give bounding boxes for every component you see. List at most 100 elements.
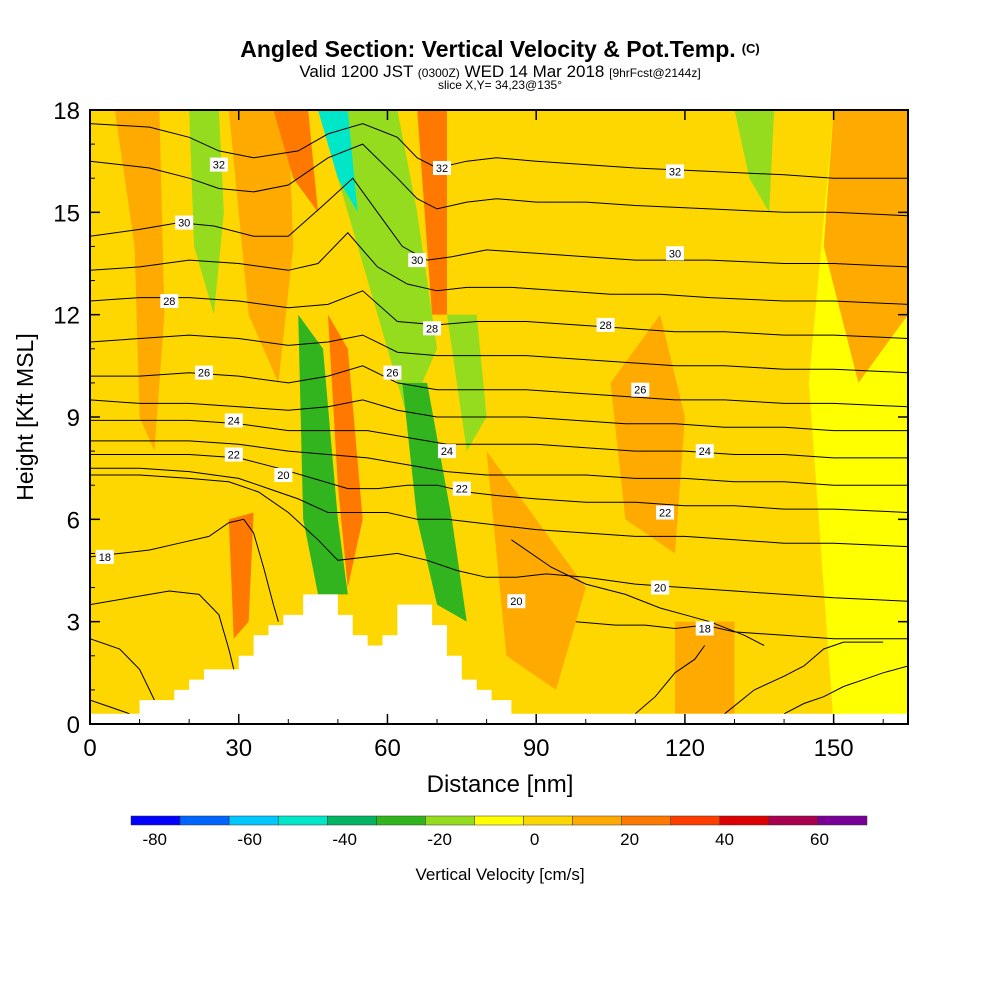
contour-label: 30 — [408, 253, 427, 267]
colorbar-tick-label: 60 — [810, 830, 829, 849]
colorbar-tick-label: -60 — [237, 830, 262, 849]
theta-contour — [90, 399, 908, 432]
velocity-band — [610, 314, 685, 554]
contour-label: 26 — [383, 365, 402, 380]
theta-contour — [90, 699, 130, 715]
colorbar-swatch — [572, 815, 622, 826]
contour-label: 26 — [195, 365, 214, 380]
theta-contour — [90, 638, 155, 701]
contour-label-text: 30 — [178, 218, 190, 230]
contour-label-text: 20 — [510, 596, 522, 608]
contour-label: 22 — [224, 447, 243, 462]
contour-label: 24 — [437, 444, 456, 459]
velocity-band — [486, 451, 586, 690]
contour-label: 18 — [695, 621, 714, 636]
x-tick-label: 90 — [523, 735, 550, 762]
x-tick-label: 60 — [374, 735, 401, 762]
contour-label-text: 30 — [411, 255, 423, 267]
contour-label-text: 28 — [163, 296, 175, 308]
y-tick-label: 18 — [53, 98, 80, 125]
contour-label-text: 24 — [228, 415, 240, 427]
contour-label-text: 32 — [436, 163, 448, 175]
y-tick-label: 6 — [67, 507, 80, 534]
contour-label-text: 22 — [456, 484, 468, 496]
contour-label-text: 28 — [426, 323, 438, 335]
velocity-band — [674, 621, 735, 714]
contour-label-text: 18 — [99, 552, 111, 564]
contour-label: 32 — [432, 160, 451, 175]
colorbar-tick-label: 20 — [620, 830, 639, 849]
contour-label: 28 — [160, 294, 179, 309]
theta-contour — [90, 474, 908, 602]
colorbar-swatch — [768, 815, 819, 826]
velocity-band — [228, 512, 254, 639]
colorbar-swatch — [670, 815, 721, 826]
colorbar-swatch — [523, 815, 573, 826]
terrain — [90, 594, 908, 724]
colorbar-swatch — [277, 815, 328, 826]
colorbar-tick-label: 0 — [530, 830, 539, 849]
valid-date: WED 14 Mar 2018 — [464, 62, 605, 81]
contour-label-text: 22 — [228, 450, 240, 462]
contour-label-text: 22 — [659, 508, 671, 520]
contour-label: 30 — [665, 246, 684, 261]
velocity-band — [402, 382, 467, 622]
valid-prefix: Valid 1200 JST — [299, 62, 414, 81]
contour-label: 28 — [596, 317, 615, 332]
contour-label-text: 32 — [669, 166, 681, 178]
title-text: Angled Section: Vertical Velocity & Pot.… — [240, 36, 736, 62]
contour-label-text: 28 — [599, 320, 611, 332]
valid-utc: (0300Z) — [417, 66, 460, 80]
colorbar-swatch — [179, 815, 230, 826]
contour-label-text: 20 — [654, 583, 666, 595]
contour-label: 24 — [695, 444, 714, 459]
contour-label-text: 26 — [198, 368, 210, 380]
velocity-band — [273, 110, 319, 213]
valid-time-line: Valid 1200 JST (0300Z) WED 14 Mar 2018 [… — [0, 62, 1000, 82]
velocity-band — [734, 110, 775, 213]
colorbar-swatch — [719, 815, 770, 826]
theta-contour — [90, 290, 908, 339]
contour-label-text: 26 — [634, 385, 646, 397]
x-axis-label: Distance [nm] — [427, 771, 574, 798]
velocity-band — [114, 110, 165, 452]
theta-contour — [634, 645, 706, 715]
colorbar-tick-label: -80 — [142, 830, 167, 849]
contour-label-text: 18 — [699, 623, 711, 635]
contour-label: 20 — [274, 467, 293, 482]
theta-contour — [90, 123, 908, 179]
theta-contour — [783, 665, 908, 715]
y-axis-label: Height [Kft MSL] — [12, 333, 38, 500]
y-tick-label: 9 — [67, 405, 80, 432]
x-tick-label: 30 — [225, 735, 252, 762]
x-tick-label: 120 — [665, 735, 705, 762]
theta-contour — [90, 334, 908, 374]
chart-title: Angled Section: Vertical Velocity & Pot.… — [0, 36, 1000, 63]
contour-label-text: 20 — [277, 470, 289, 482]
x-tick-label: 150 — [814, 735, 854, 762]
colorbar-swatch — [228, 815, 279, 826]
y-tick-label: 15 — [53, 200, 80, 227]
forecast-info: [9hrFcst@2144z] — [609, 66, 701, 80]
colorbar-tick-label: 40 — [715, 830, 734, 849]
axes: 0 30 60 90 120 150 0 3 6 9 12 15 18 — [53, 98, 908, 762]
colorbar-tick-label: -20 — [427, 830, 452, 849]
contour-label: 28 — [423, 321, 442, 336]
colorbar: -80 -60 -40 -20 0 20 40 60 — [130, 815, 868, 849]
theta-contour — [90, 454, 908, 513]
theta-contour — [90, 518, 279, 622]
contour-label: 30 — [175, 215, 194, 230]
theta-contour — [90, 232, 908, 305]
contour-label: 24 — [224, 413, 243, 428]
colorbar-swatch — [376, 815, 426, 826]
contour-label-text: 32 — [213, 160, 225, 172]
colorbar-swatch — [327, 815, 377, 826]
colorbar-swatch — [817, 815, 868, 826]
velocity-band — [318, 110, 358, 213]
y-tick-label: 0 — [67, 712, 80, 739]
contour-label: 26 — [631, 382, 650, 397]
contour-label: 22 — [656, 505, 675, 520]
contour-label: 32 — [209, 157, 228, 172]
theta-contour — [724, 641, 884, 715]
